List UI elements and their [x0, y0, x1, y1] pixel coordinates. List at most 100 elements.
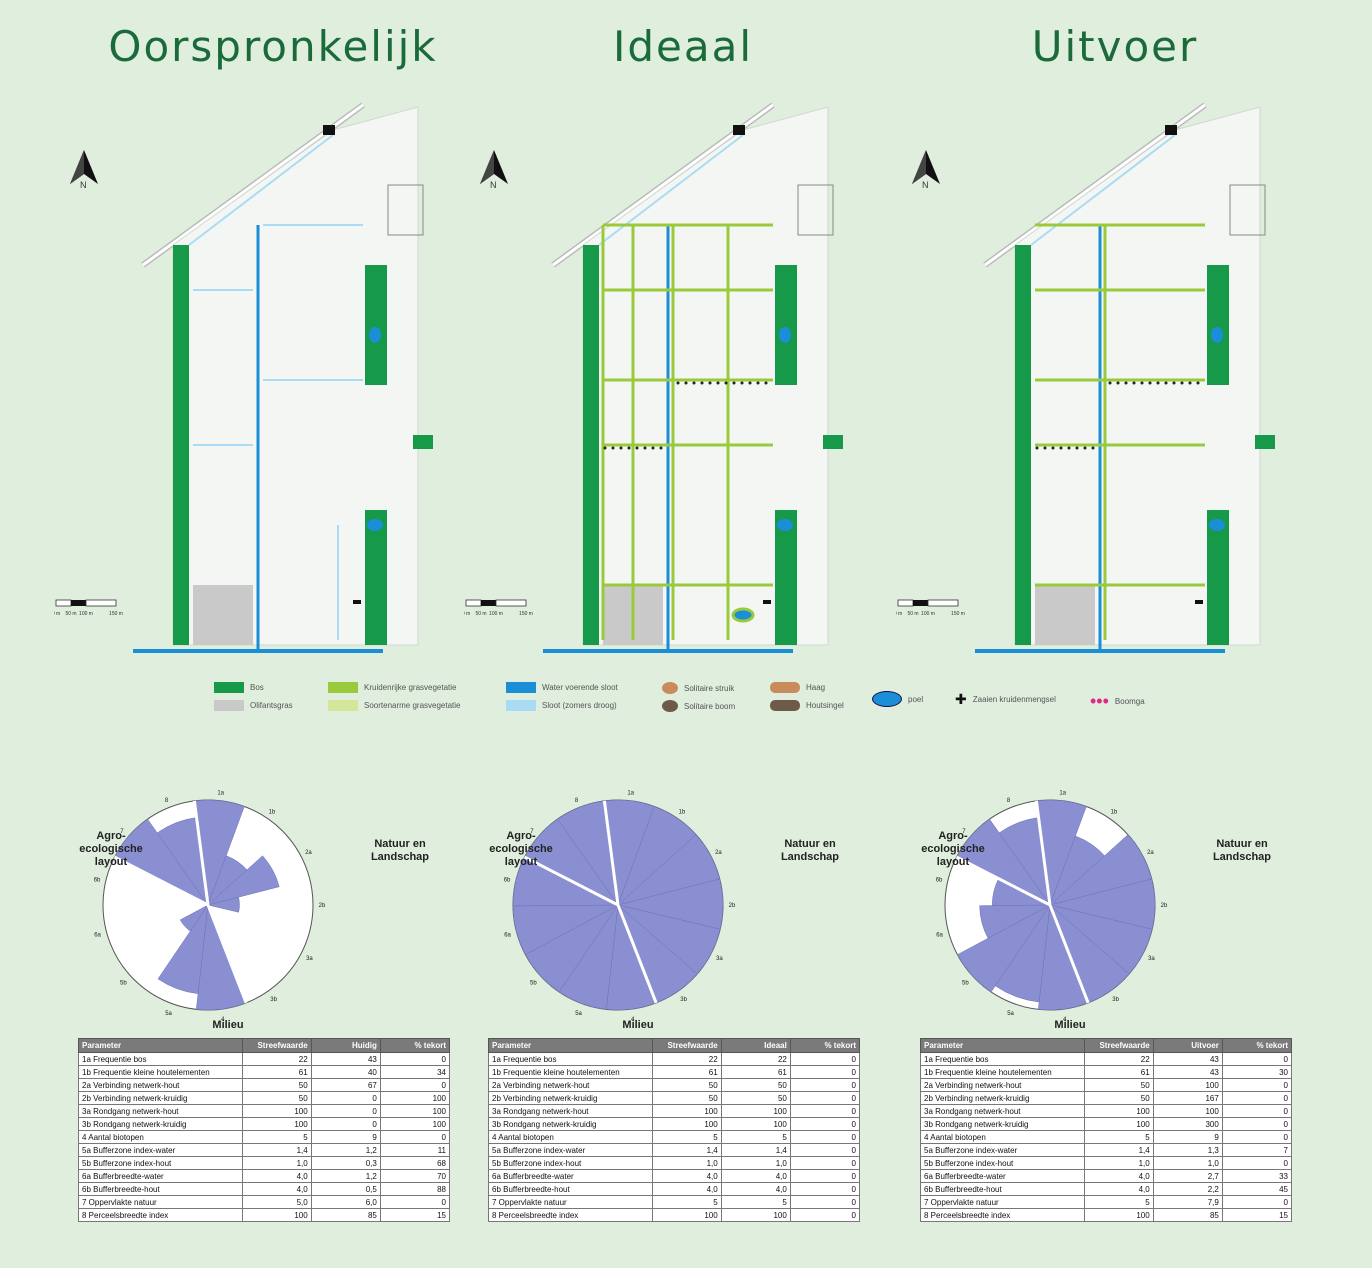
table-cell: 61 — [1083, 1065, 1154, 1079]
table-cell: 50 — [720, 1091, 791, 1105]
table-cell: 1,2 — [310, 1143, 381, 1157]
legend-label: Zaaien kruidenmengsel — [972, 695, 1056, 704]
scale-label: 100 m — [79, 611, 93, 617]
table-cell: 50 — [651, 1078, 722, 1092]
hedge-dot — [1188, 381, 1192, 385]
radar-sector — [157, 904, 209, 994]
scale-label: 100 m — [489, 611, 503, 617]
table-cell: 6a Bufferbreedte-water — [78, 1169, 243, 1183]
table-row: 3a Rondgang netwerk-hout 100 0 100 — [78, 1104, 451, 1118]
table-cell: 0 — [379, 1195, 451, 1209]
table-cell: 8 Perceelsbreedte index — [78, 1208, 243, 1222]
table-row: 6b Bufferbreedte-hout 4,0 4,0 0 — [488, 1182, 861, 1196]
table-cell: 100 — [241, 1104, 312, 1118]
table-cell: 0 — [789, 1130, 861, 1144]
table-row: 2a Verbinding netwerk-hout 50 67 0 — [78, 1078, 451, 1092]
table-cell: 61 — [241, 1065, 312, 1079]
scale-label: 0 m — [464, 611, 470, 617]
table-header: % tekort — [789, 1038, 861, 1053]
radar-axis-tick: 4 — [1063, 1017, 1067, 1023]
table-cell: 0 — [1221, 1078, 1293, 1092]
table-cell: 0 — [310, 1091, 381, 1105]
legend-label: Houtsingel — [806, 701, 844, 710]
bos-block — [365, 510, 387, 645]
table-header: Parameter — [488, 1038, 653, 1053]
table-cell: 3b Rondgang netwerk-kruidig — [78, 1117, 243, 1131]
pond — [367, 519, 383, 531]
table-cell: 100 — [379, 1117, 451, 1131]
building — [733, 125, 745, 135]
radar-axis-tick: 2a — [715, 850, 722, 856]
radar-axis-tick: 8 — [1007, 798, 1011, 804]
table-row: 7 Oppervlakte natuur 5 7,9 0 — [920, 1195, 1293, 1209]
table-cell: 100 — [1152, 1104, 1223, 1118]
hedge-dot — [651, 446, 655, 450]
radar-axis-tick: 1b — [679, 810, 686, 816]
hedge-dot — [643, 446, 647, 450]
table-cell: 2,7 — [1152, 1169, 1223, 1183]
hedge-dot — [1172, 381, 1176, 385]
olifantsgras-area — [193, 585, 253, 645]
table-cell: 4,0 — [1083, 1182, 1154, 1196]
table-cell: 0 — [789, 1182, 861, 1196]
radar-axis-tick: 2a — [1147, 850, 1154, 856]
table-cell: 300 — [1152, 1117, 1223, 1131]
radar-axis-tick: 3a — [1148, 956, 1155, 962]
scale-label: 150 m — [519, 611, 533, 617]
table-cell: 6b Bufferbreedte-hout — [78, 1182, 243, 1196]
table-row: 2a Verbinding netwerk-hout 50 50 0 — [488, 1078, 861, 1092]
table-cell: 5 — [651, 1130, 722, 1144]
table-cell: 0,3 — [310, 1156, 381, 1170]
hedge-dot — [1196, 381, 1200, 385]
table-cell: 2b Verbinding netwerk-kruidig — [78, 1091, 243, 1105]
table-cell: 100 — [720, 1117, 791, 1131]
dry-sloot — [1030, 134, 1176, 246]
table-cell: 0 — [789, 1065, 861, 1079]
table-cell: 2a Verbinding netwerk-hout — [488, 1078, 653, 1092]
radar-group-agro: Agro-ecologische layout — [489, 830, 553, 868]
legend-hedge-icon — [770, 682, 800, 693]
radar-chart: 1a 1b 2a 2b 3a 3b 4 5a 5b 6a 6b 7 8 — [504, 791, 736, 1023]
table-row: 2b Verbinding netwerk-kruidig 50 50 0 — [488, 1091, 861, 1105]
scale-label: 50 m — [475, 611, 486, 617]
table-cell: 0 — [1221, 1091, 1293, 1105]
hedge-dot — [1164, 381, 1168, 385]
table-row: 2a Verbinding netwerk-hout 50 100 0 — [920, 1078, 1293, 1092]
table-cell: 3b Rondgang netwerk-kruidig — [920, 1117, 1085, 1131]
table-cell: 5a Bufferzone index-water — [920, 1143, 1085, 1157]
legend-item: Solitaire boom — [662, 700, 735, 712]
radar-axis-tick: 5a — [165, 1011, 172, 1017]
map-legend: Bos Olifantsgras Kruidenrijke grasvegetati… — [0, 678, 1372, 718]
table-cell: 9 — [310, 1130, 381, 1144]
radar-axis-tick: 1b — [269, 810, 276, 816]
table-cell: 68 — [379, 1156, 451, 1170]
table-cell: 4,0 — [1083, 1169, 1154, 1183]
radar-group-divider — [113, 855, 209, 907]
radar-sector — [179, 904, 209, 932]
table-cell: 0 — [1221, 1130, 1293, 1144]
radar-axis-tick: 1a — [1059, 791, 1066, 797]
table-row: 5b Bufferzone index-hout 1,0 1,0 0 — [488, 1156, 861, 1170]
hedge-dot — [1067, 446, 1071, 450]
table-cell: 6b Bufferbreedte-hout — [920, 1182, 1085, 1196]
radar-axis-tick: 3b — [680, 997, 687, 1003]
legend-item: ••• Boomga — [1090, 691, 1145, 712]
table-row: 1a Frequentie bos 22 22 0 — [488, 1052, 861, 1066]
radar-group-milieu: Milieu — [622, 1019, 654, 1031]
table-cell: 0 — [789, 1156, 861, 1170]
hedge-dot — [1083, 446, 1087, 450]
table-cell: 100 — [1083, 1117, 1154, 1131]
radar-group-divider — [1048, 904, 1090, 1004]
table-row: 1b Frequentie kleine houtelementen 61 40 34 — [78, 1065, 451, 1079]
radar-axis-tick: 5b — [530, 980, 537, 986]
table-cell: 2a Verbinding netwerk-hout — [920, 1078, 1085, 1092]
table-cell: 100 — [651, 1104, 722, 1118]
table-cell: 43 — [1152, 1065, 1223, 1079]
table-row: 4 Aantal biotopen 5 5 0 — [488, 1130, 861, 1144]
legend-item: Haag — [770, 682, 825, 693]
table-row: 5a Bufferzone index-water 1,4 1,3 7 — [920, 1143, 1293, 1157]
legend-label: Kruidenrijke grasvegetatie — [364, 683, 457, 692]
table-cell: 1b Frequentie kleine houtelementen — [78, 1065, 243, 1079]
table-cell: 1,0 — [651, 1156, 722, 1170]
